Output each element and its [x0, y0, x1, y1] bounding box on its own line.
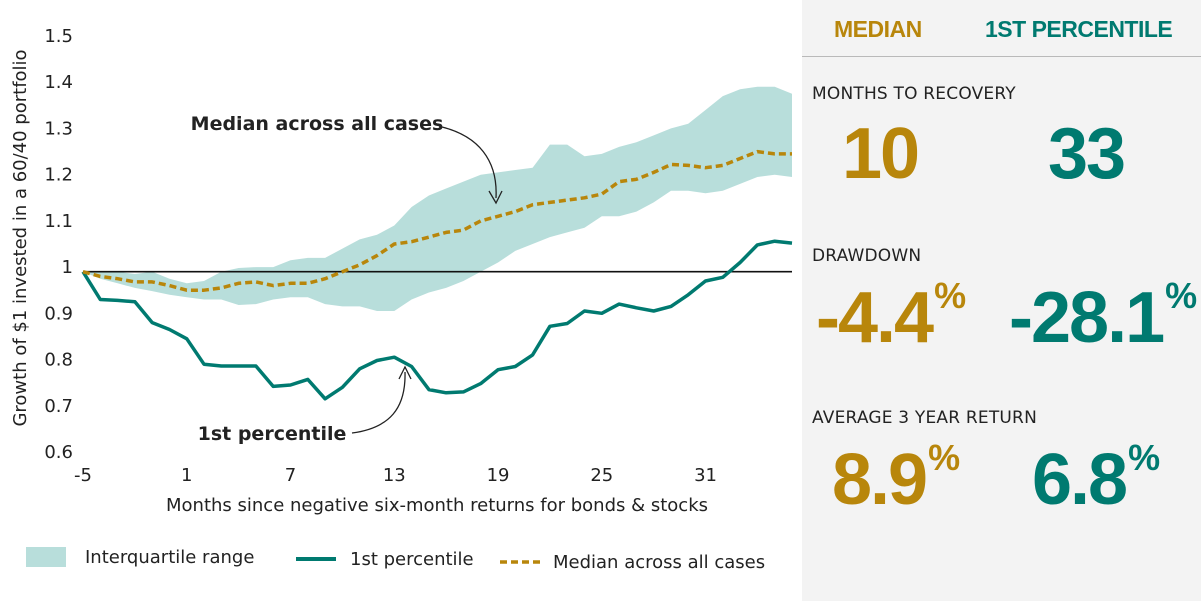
median-line	[82, 149, 792, 292]
annotation-median: Median across all cases	[191, 113, 444, 135]
stat-value-percentile-return: 6.8%	[1032, 437, 1161, 520]
y-tick-label: 1.4	[44, 72, 73, 93]
legend-label-dashed: Median across all cases	[553, 552, 765, 573]
y-tick-label: 1	[62, 257, 73, 278]
x-tick-label: 1	[181, 465, 192, 486]
chart: 0.6 0.7 0.8 0.9 1 1.1 1.2 1.3 1.4 1.5 -5 1 7 13 19 25 3…	[10, 26, 793, 573]
y-tick-label: 0.7	[44, 396, 73, 417]
header-divider	[802, 56, 1201, 57]
y-tick-label: 1.3	[44, 118, 73, 139]
annotation-percentile-arrow	[351, 371, 406, 434]
band-layer	[83, 86, 792, 311]
y-tick-label: 0.9	[44, 303, 73, 324]
y-tick-label: 0.6	[44, 442, 73, 463]
legend-label-solid: 1st percentile	[350, 549, 474, 570]
stat-value-percentile-drawdown: -28.1%	[1009, 275, 1198, 358]
series-layer	[81, 149, 793, 401]
x-axis-label: Months since negative six-month returns …	[166, 495, 708, 516]
stat-value-median-return: 8.9%	[832, 437, 961, 520]
annotation-percentile: 1st percentile	[198, 423, 347, 445]
x-tick-label: 7	[285, 465, 296, 486]
stat-label-drawdown: DRAWDOWN	[812, 246, 922, 266]
legend: Interquartile range 1st percentile Media…	[26, 547, 765, 573]
interquartile-band	[83, 86, 792, 311]
annotation-percentile-arrowhead	[398, 365, 412, 380]
x-tick-label: 25	[590, 465, 613, 486]
median-header: MEDIAN	[834, 16, 922, 42]
y-tick-labels: 0.6 0.7 0.8 0.9 1 1.1 1.2 1.3 1.4 1.5	[44, 26, 73, 463]
y-tick-label: 1.2	[44, 165, 73, 186]
percentile-line	[81, 239, 793, 401]
stat-value-median-drawdown: -4.4%	[816, 275, 967, 358]
y-tick-label: 0.8	[44, 350, 73, 371]
y-tick-label: 1.5	[44, 26, 73, 47]
stats-panel: MEDIAN 1ST PERCENTILE MONTHS TO RECOVERY…	[802, 0, 1201, 601]
x-tick-labels: -5 1 7 13 19 25 31	[74, 465, 717, 486]
legend-label-band: Interquartile range	[85, 547, 254, 568]
x-tick-label: -5	[74, 465, 92, 486]
y-tick-label: 1.1	[44, 211, 73, 232]
percentile-header: 1ST PERCENTILE	[985, 16, 1173, 42]
x-tick-label: 19	[487, 465, 510, 486]
stat-label-average-3-year-return: AVERAGE 3 YEAR RETURN	[812, 408, 1037, 428]
annotation-median-arrowhead	[488, 190, 503, 205]
stat-value-percentile-recovery: 33	[1048, 114, 1126, 194]
stat-value-median-recovery: 10	[842, 114, 920, 194]
x-tick-label: 31	[694, 465, 717, 486]
y-axis-label: Growth of $1 invested in a 60/40 portfol…	[10, 49, 31, 426]
x-tick-label: 13	[383, 465, 406, 486]
stat-label-months-to-recovery: MONTHS TO RECOVERY	[812, 84, 1016, 104]
legend-swatch-band	[26, 547, 66, 567]
annotation-median-arrow	[441, 126, 497, 199]
